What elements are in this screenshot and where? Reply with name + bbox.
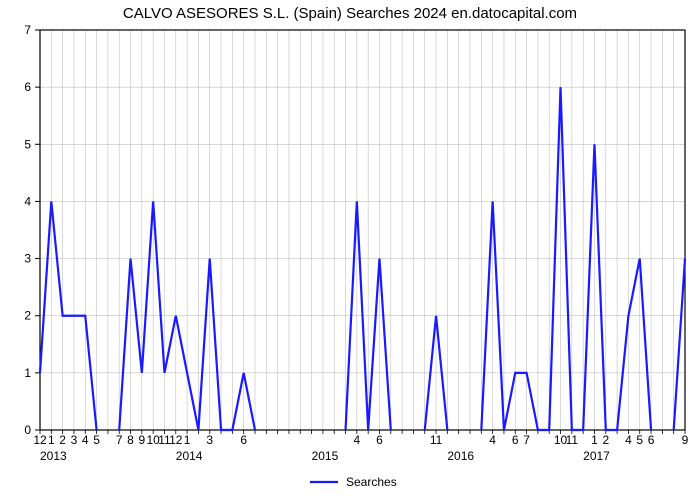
y-tick-label: 7 xyxy=(24,23,31,37)
searches-line-chart: 0123456712123457891011121364611467101112… xyxy=(0,0,700,500)
y-tick-label: 1 xyxy=(24,366,31,380)
x-tick-label: 4 xyxy=(489,433,496,447)
x-year-label: 2016 xyxy=(447,449,474,463)
x-tick-label: 8 xyxy=(127,433,134,447)
x-tick-label: 6 xyxy=(376,433,383,447)
x-year-label: 2013 xyxy=(40,449,67,463)
x-tick-label: 7 xyxy=(116,433,123,447)
x-tick-label: 7 xyxy=(523,433,530,447)
x-tick-label: 3 xyxy=(206,433,213,447)
x-tick-label: 12 xyxy=(169,433,183,447)
y-tick-label: 3 xyxy=(24,252,31,266)
x-tick-label: 2 xyxy=(602,433,609,447)
x-tick-label: 9 xyxy=(682,433,689,447)
x-tick-label: 9 xyxy=(138,433,145,447)
x-year-label: 2015 xyxy=(312,449,339,463)
x-tick-label: 11 xyxy=(430,433,443,447)
x-tick-label: 3 xyxy=(71,433,78,447)
y-tick-label: 6 xyxy=(24,80,31,94)
y-tick-label: 0 xyxy=(24,423,31,437)
x-tick-label: 6 xyxy=(648,433,655,447)
x-tick-label: 6 xyxy=(512,433,519,447)
x-tick-label: 11 xyxy=(566,433,579,447)
x-tick-label: 1 xyxy=(48,433,55,447)
x-tick-label: 2 xyxy=(59,433,66,447)
x-tick-label: 4 xyxy=(82,433,89,447)
chart-title: CALVO ASESORES S.L. (Spain) Searches 202… xyxy=(123,5,577,22)
x-tick-label: 4 xyxy=(353,433,360,447)
x-tick-label: 5 xyxy=(636,433,643,447)
x-tick-label: 1 xyxy=(184,433,191,447)
x-tick-label: 5 xyxy=(93,433,100,447)
y-tick-label: 4 xyxy=(24,194,31,208)
x-tick-label: 1 xyxy=(591,433,598,447)
x-tick-label: 4 xyxy=(625,433,632,447)
y-tick-label: 5 xyxy=(24,137,31,151)
y-tick-label: 2 xyxy=(24,309,31,323)
x-tick-label: 6 xyxy=(240,433,247,447)
x-tick-label: 12 xyxy=(33,433,47,447)
chart-container: 0123456712123457891011121364611467101112… xyxy=(0,0,700,500)
legend-label: Searches xyxy=(346,475,397,489)
x-year-label: 2017 xyxy=(583,449,610,463)
x-year-label: 2014 xyxy=(176,449,203,463)
